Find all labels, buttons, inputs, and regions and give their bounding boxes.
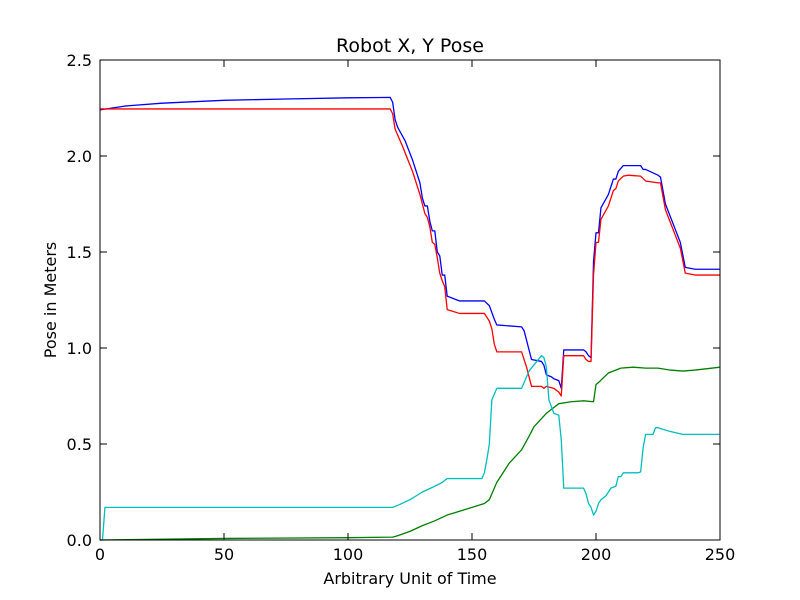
x-tick-label: 100	[333, 545, 364, 564]
plot-frame	[99, 59, 721, 541]
chart-title: Robot X, Y Pose	[336, 35, 484, 57]
x-tick-label: 0	[95, 545, 105, 564]
x-tick-label: 200	[581, 545, 612, 564]
y-tick-label: 0.0	[67, 531, 92, 550]
y-tick-label: 2.5	[67, 51, 92, 70]
y-tick-label: 1.0	[67, 339, 92, 358]
y-tick-label: 0.5	[67, 435, 92, 454]
series-line-3	[99, 366, 721, 541]
x-tick-label: 150	[457, 545, 488, 564]
y-tick-label: 1.5	[67, 243, 92, 262]
x-axis-title: Arbitrary Unit of Time	[323, 569, 496, 588]
series-line-2	[100, 108, 720, 397]
series-line-1	[99, 96, 720, 389]
x-tick-label: 50	[214, 545, 234, 564]
y-axis-title: Pose in Meters	[41, 242, 60, 358]
series-line-4	[100, 355, 720, 541]
series-layer	[99, 96, 721, 541]
x-tick-label: 250	[705, 545, 736, 564]
y-tick-label: 2.0	[67, 147, 92, 166]
